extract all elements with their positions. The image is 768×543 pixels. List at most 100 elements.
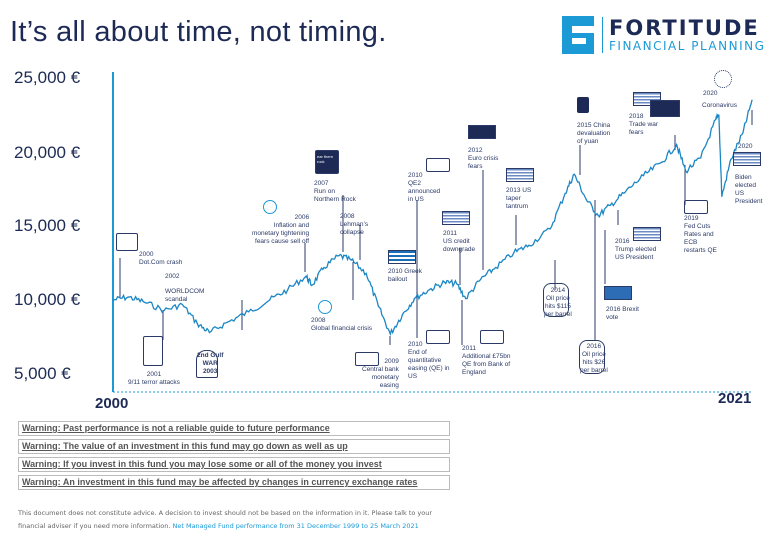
x-tick-label: 2021: [718, 390, 752, 407]
data-point: [311, 284, 313, 286]
warning: Warning: Past performance is not a relia…: [18, 421, 450, 436]
data-point: [721, 195, 723, 197]
data-point: [465, 297, 467, 300]
data-point: [564, 192, 566, 195]
us-flag-icon: [633, 227, 661, 241]
logo-sub: FINANCIAL PLANNING: [609, 39, 766, 53]
annotation: WORLDCOM scandal: [165, 288, 205, 303]
annotation: 2013 US taper tantrum: [506, 187, 532, 210]
y-tick-label: 15,000 €: [14, 216, 81, 235]
data-point: [742, 132, 744, 134]
annotation: 2000 Dot.Com crash: [139, 251, 183, 266]
china-flag-icon: [650, 100, 680, 117]
annotation: 2002: [165, 273, 180, 280]
annotation: 2016 Trump elected US President: [615, 238, 657, 261]
data-point: [660, 161, 663, 163]
twin-towers-icon: [143, 336, 163, 366]
northern-rock-icon: [315, 150, 339, 174]
data-point: [597, 215, 599, 217]
data-point: [609, 204, 611, 206]
y-tick-label: 5,000 €: [14, 364, 71, 383]
us-flag-icon: [506, 168, 534, 182]
data-point: [413, 297, 416, 300]
euro-coin-icon: [263, 200, 277, 214]
data-point: [248, 311, 250, 313]
data-point: [730, 158, 732, 160]
annotation: 2019 Fed Cuts Rates and ECB restarts QE: [684, 215, 717, 254]
yuan-down-arrow-icon: [577, 97, 589, 113]
data-point: [573, 173, 575, 175]
annotation: 2007 Run on Northern Rock: [314, 180, 356, 203]
annotation: 2011 Additional £75bn QE from Bank of En…: [462, 345, 511, 376]
oil-barrel-icon: [579, 340, 605, 374]
performance-note-link[interactable]: Net Managed Fund performance from 31 Dec…: [172, 522, 419, 530]
x-tick-label: 2000: [95, 395, 129, 412]
data-point: [350, 259, 352, 261]
data-point: [585, 198, 587, 200]
annotation: 2015 China devaluation of yuan: [577, 122, 611, 145]
logo: FORTITUDE FINANCIAL PLANNING: [562, 16, 765, 54]
data-point: [142, 300, 144, 303]
data-point: [480, 278, 482, 280]
data-point: [528, 244, 530, 246]
annotation: 2016 Oil price hits $26 per barrel: [580, 343, 608, 374]
logo-f-icon: [562, 16, 594, 54]
chart: [112, 72, 753, 393]
data-point: [715, 118, 717, 121]
annotation: 2011 US credit downgrade: [443, 230, 476, 253]
data-point: [685, 170, 687, 172]
banknote-icon: [355, 352, 379, 366]
annotation: 2nd Gulf WAR 2003: [197, 352, 224, 375]
data-point: [676, 144, 678, 146]
data-point: [112, 299, 114, 301]
annotation: 2008 Lehman’s collapse: [340, 213, 369, 236]
annotation: 2020: [738, 143, 753, 150]
data-point: [163, 309, 165, 311]
data-point: [549, 228, 551, 230]
annotation: 2012 Euro crisis fears: [468, 147, 499, 170]
annotation: 2016 Brexit vote: [606, 306, 639, 321]
eu-flag-icon: [468, 125, 496, 139]
data-point: [443, 281, 446, 283]
banknote-icon: [684, 200, 708, 214]
warning: Warning: If you invest in this fund you …: [18, 457, 450, 472]
data-point: [513, 252, 515, 254]
annotation: 2014 Oil price hits $115 per barrel: [544, 287, 572, 318]
us-flag-icon: [442, 211, 470, 225]
annotation: 2001 9/11 terror attacks: [128, 371, 180, 386]
annotation: 2008 Global financial crisis: [311, 317, 373, 332]
computer-icon: [116, 233, 138, 251]
data-point: [495, 266, 497, 269]
uk-flag-icon: [604, 286, 632, 300]
bomb-icon: [196, 350, 218, 378]
annotation: 2006 Inflation and monetary tightening f…: [252, 214, 310, 245]
data-point: [642, 175, 645, 177]
coronavirus-icon: [714, 70, 732, 88]
warning: Warning: The value of an investment in t…: [18, 439, 450, 454]
data-point: [208, 331, 211, 334]
banknote-icon: [426, 330, 450, 344]
page-title: It’s all about time, not timing.: [10, 16, 387, 48]
annotation: 2009 Central bank monetary easing: [362, 358, 399, 389]
data-point: [700, 157, 702, 159]
logo-name: FORTITUDE: [609, 16, 760, 40]
data-point: [365, 272, 367, 274]
data-point: [269, 299, 271, 301]
annotation: 2010 End of quantitative easing (QE) in …: [408, 341, 450, 380]
euro-coin-icon: [318, 300, 332, 314]
annotation: Biden elected US President: [735, 174, 763, 205]
data-point: [127, 296, 129, 298]
data-point: [718, 114, 720, 116]
annotation: 2020: [703, 90, 718, 97]
warning: Warning: An investment in this fund may …: [18, 475, 450, 490]
data-point: [377, 305, 379, 307]
data-point: [196, 323, 198, 325]
greece-flag-icon: [388, 250, 416, 264]
oil-barrel-icon: [543, 283, 569, 317]
data-point: [401, 314, 403, 316]
data-point: [181, 303, 183, 306]
data-point: [305, 275, 307, 277]
annotation: Coronavirus: [702, 102, 738, 109]
banknote-icon: [480, 330, 504, 344]
footer: This document does not constitute advice…: [18, 507, 458, 533]
